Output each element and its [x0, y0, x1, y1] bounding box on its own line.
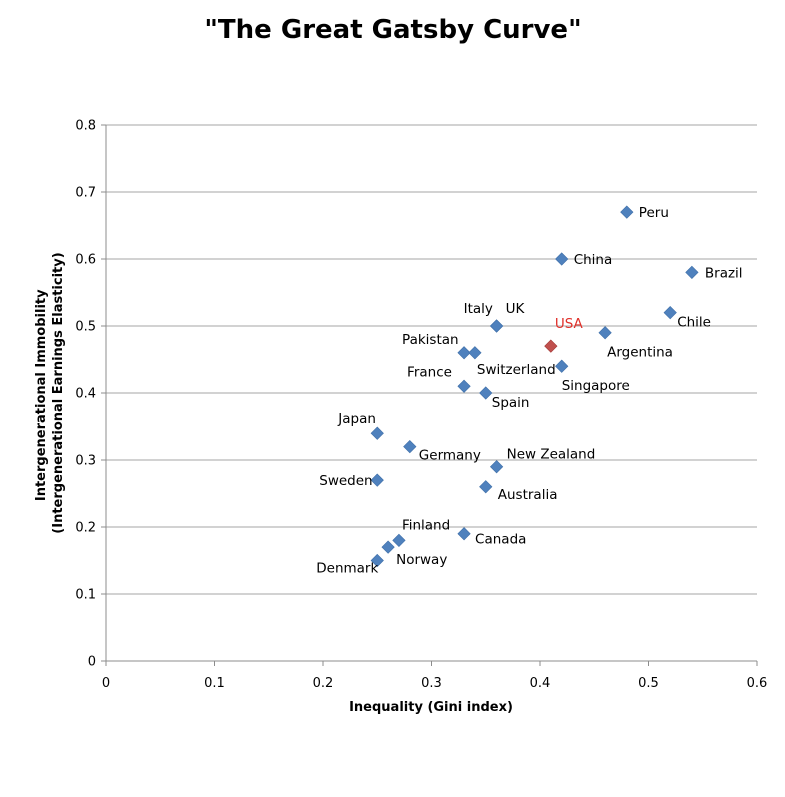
x-tick-label: 0.3: [421, 676, 442, 691]
point-marker-uk: [489, 319, 504, 333]
point-label-brazil: Brazil: [705, 265, 743, 281]
point-label-germany: Germany: [419, 448, 481, 464]
data-points: [370, 205, 699, 568]
tick-labels: 0 0.1 0.2 0.3 0.4 0.5 0.6 0.7 0.8 0 0.1 0.2 0.3 0.4 0.…: [75, 119, 767, 692]
grid-lines: [106, 124, 757, 595]
y-axis-label-line-2: (Intergenerational Earnings Elasticity): [51, 252, 66, 533]
point-marker-finland: [392, 533, 406, 548]
chart-title: "The Great Gatsby Curve": [204, 15, 581, 45]
x-axis-label: Inequality (Gini index): [349, 700, 513, 715]
point-label-new-zealand: New Zealand: [507, 447, 596, 463]
point-marker-new-zealand: [489, 460, 504, 474]
point-marker-sweden: [370, 473, 384, 487]
point-marker-switzerland: [468, 346, 482, 360]
point-label-france: France: [407, 364, 452, 380]
y-tick-label: 0.8: [75, 119, 96, 134]
point-label-singapore: Singapore: [562, 378, 630, 394]
point-label-switzerland: Switzerland: [477, 362, 556, 378]
point-label-norway: Norway: [396, 552, 447, 568]
y-tick-label: 0.4: [75, 387, 96, 402]
point-label-uk: UK: [506, 301, 526, 317]
point-marker-canada: [457, 527, 471, 541]
point-marker-usa: [544, 339, 558, 353]
point-marker-australia: [479, 480, 493, 494]
y-tick-label: 0: [88, 655, 96, 670]
point-label-canada: Canada: [475, 532, 526, 548]
point-label-chile: Chile: [677, 315, 711, 331]
point-marker-singapore: [555, 359, 569, 373]
point-label-japan: Japan: [337, 411, 376, 427]
point-label-pakistan: Pakistan: [402, 332, 459, 348]
x-tick-label: 0.2: [313, 676, 334, 691]
x-tick-label: 0.5: [638, 676, 659, 691]
point-marker-argentina: [598, 326, 612, 340]
y-tick-label: 0.3: [75, 454, 96, 469]
y-axis-label-line-1: Intergenerational Immobility: [34, 289, 49, 501]
axes: [101, 124, 758, 666]
point-label-china: China: [574, 252, 613, 268]
point-marker-denmark: [370, 553, 384, 568]
point-marker-china: [555, 252, 569, 266]
point-label-peru: Peru: [639, 205, 669, 221]
point-marker-peru: [620, 205, 634, 219]
y-tick-label: 0.2: [75, 521, 96, 536]
x-tick-label: 0: [102, 676, 110, 691]
point-marker-brazil: [685, 265, 699, 280]
point-marker-france: [457, 379, 471, 393]
point-label-sweden: Sweden: [319, 473, 372, 489]
x-tick-label: 0.4: [530, 676, 551, 691]
y-tick-label: 0.5: [75, 320, 96, 335]
x-tick-label: 0.1: [204, 676, 225, 691]
point-marker-japan: [370, 426, 384, 440]
y-tick-label: 0.7: [75, 186, 96, 201]
point-marker-chile: [663, 305, 677, 320]
point-label-spain: Spain: [492, 395, 530, 411]
y-tick-label: 0.6: [75, 253, 96, 268]
point-label-usa: USA: [555, 316, 584, 332]
point-label-finland: Finland: [402, 517, 450, 533]
point-label-italy: Italy: [464, 301, 493, 317]
point-label-argentina: Argentina: [607, 345, 673, 361]
point-label-denmark: Denmark: [316, 561, 378, 577]
y-tick-label: 0.1: [75, 588, 96, 603]
point-label-australia: Australia: [498, 487, 558, 503]
point-marker-norway: [381, 540, 395, 554]
x-tick-label: 0.6: [747, 676, 768, 691]
point-marker-spain: [479, 386, 493, 400]
point-marker-pakistan: [457, 346, 471, 360]
y-axis-label: Intergenerational Immobility (Intergener…: [34, 252, 66, 533]
point-marker-germany: [403, 439, 417, 454]
point-labels: Denmark Norway Finland Canada Sweden Australi…: [316, 205, 742, 576]
